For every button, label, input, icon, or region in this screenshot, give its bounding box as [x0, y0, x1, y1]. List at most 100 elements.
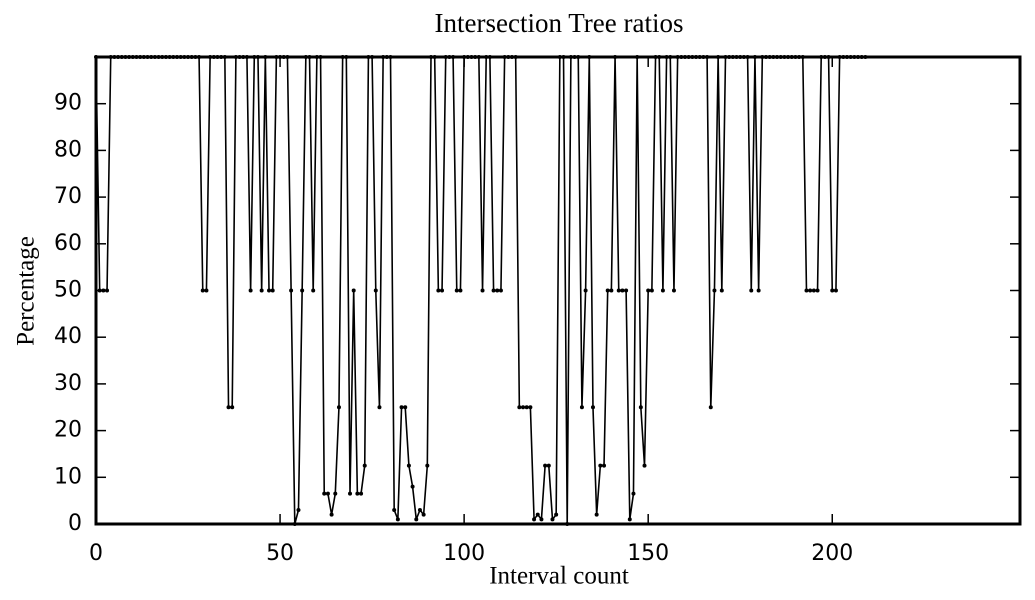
data-point: [517, 405, 522, 410]
y-tick-label: 80: [54, 137, 82, 162]
y-tick-label: 60: [54, 231, 82, 256]
data-point: [616, 288, 621, 293]
data-point: [311, 288, 316, 293]
data-point: [524, 405, 529, 410]
data-point: [377, 405, 382, 410]
data-point: [425, 463, 430, 468]
data-point: [583, 288, 588, 293]
data-point: [579, 405, 584, 410]
data-point: [395, 517, 400, 522]
data-point: [550, 517, 555, 522]
data-point: [436, 288, 441, 293]
data-point: [351, 288, 356, 293]
x-axis-label: Interval count: [489, 563, 629, 590]
data-point: [373, 288, 378, 293]
data-point: [528, 405, 533, 410]
x-tick-label: 0: [89, 541, 103, 566]
data-point: [362, 463, 367, 468]
x-tick-label: 100: [443, 541, 485, 566]
data-point: [638, 405, 643, 410]
data-point: [605, 288, 610, 293]
data-point: [719, 288, 724, 293]
data-point: [609, 288, 614, 293]
data-point: [539, 517, 544, 522]
data-point: [642, 463, 647, 468]
data-point: [329, 512, 334, 517]
data-point: [248, 288, 253, 293]
data-point: [815, 288, 820, 293]
data-point: [417, 507, 422, 512]
y-tick-label: 90: [54, 91, 82, 116]
data-point: [543, 463, 548, 468]
data-point: [289, 288, 294, 293]
data-point: [414, 517, 419, 522]
data-point: [535, 512, 540, 517]
data-point: [627, 517, 632, 522]
y-tick-label: 70: [54, 184, 82, 209]
data-point: [421, 512, 426, 517]
x-tick-label: 150: [627, 541, 669, 566]
data-point: [296, 507, 301, 512]
data-point: [333, 491, 338, 496]
data-point: [392, 507, 397, 512]
data-point: [200, 288, 205, 293]
y-tick-label: 20: [54, 418, 82, 443]
data-point: [454, 288, 459, 293]
data-point: [708, 405, 713, 410]
data-point: [267, 288, 272, 293]
data-point: [749, 288, 754, 293]
data-point: [406, 463, 411, 468]
x-tick-label: 200: [811, 541, 853, 566]
chart-title: Intersection Tree ratios: [435, 8, 684, 38]
data-point: [300, 288, 305, 293]
data-point: [105, 288, 110, 293]
data-point: [440, 288, 445, 293]
data-point: [325, 491, 330, 496]
data-point: [646, 288, 651, 293]
data-point: [521, 405, 526, 410]
data-point: [348, 491, 353, 496]
data-point: [359, 491, 364, 496]
data-point: [270, 288, 275, 293]
data-point: [498, 288, 503, 293]
data-point: [322, 491, 327, 496]
data-point: [230, 405, 235, 410]
y-tick-label: 40: [54, 324, 82, 349]
data-point: [598, 463, 603, 468]
data-point: [480, 288, 485, 293]
data-point: [671, 288, 676, 293]
data-point: [546, 463, 551, 468]
data-point: [399, 405, 404, 410]
data-point: [226, 405, 231, 410]
data-point: [495, 288, 500, 293]
plot-frame: [94, 55, 1022, 526]
y-axis-label: Percentage: [13, 236, 40, 346]
data-point: [712, 288, 717, 293]
data-point: [594, 512, 599, 517]
data-point: [336, 405, 341, 410]
data-point: [804, 288, 809, 293]
data-point: [660, 288, 665, 293]
data-point: [756, 288, 761, 293]
data-point: [808, 288, 813, 293]
data-point: [532, 517, 537, 522]
y-tick-label: 50: [54, 278, 82, 303]
data-point: [830, 288, 835, 293]
y-tick-label: 30: [54, 371, 82, 396]
data-point: [458, 288, 463, 293]
data-point: [554, 512, 559, 517]
data-point: [491, 288, 496, 293]
data-point: [590, 405, 595, 410]
data-point: [811, 288, 816, 293]
data-point: [649, 288, 654, 293]
data-point: [620, 288, 625, 293]
data-point: [833, 288, 838, 293]
data-point: [204, 288, 209, 293]
data-point: [259, 288, 264, 293]
data-point: [602, 463, 607, 468]
data-point: [410, 484, 415, 489]
y-tick-label: 10: [54, 464, 82, 489]
data-point: [97, 288, 102, 293]
data-point: [403, 405, 408, 410]
